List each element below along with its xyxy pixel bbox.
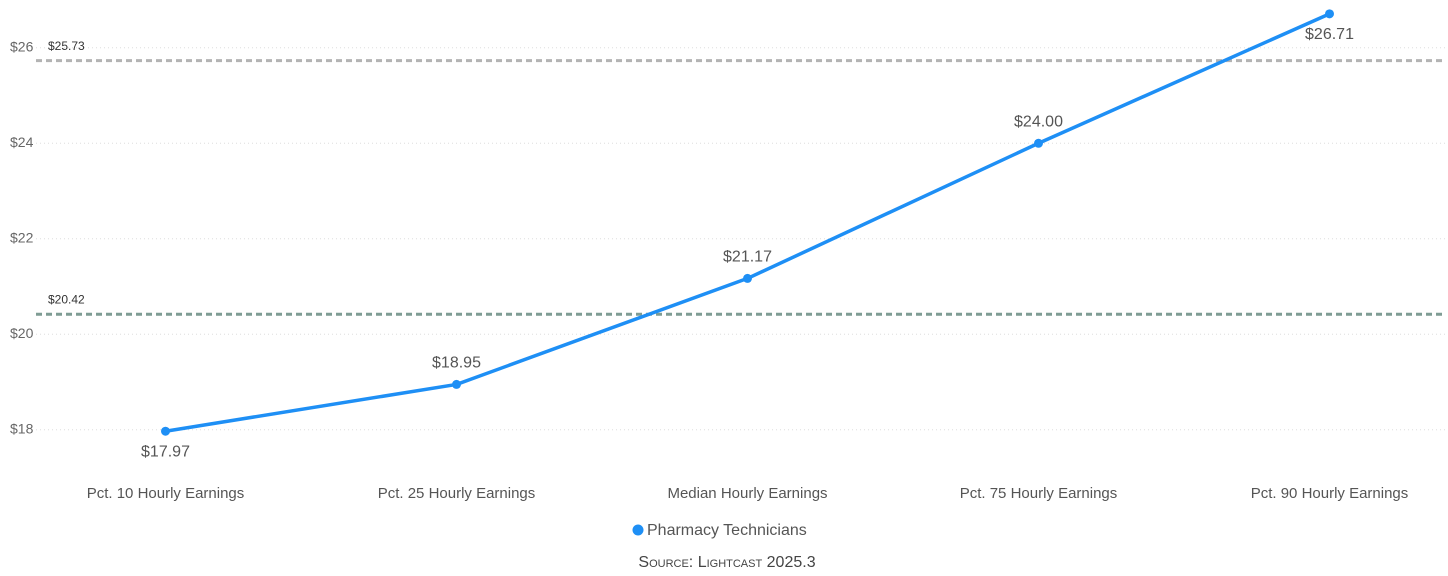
reference-label: $25.73 <box>48 39 85 53</box>
point <box>161 426 170 436</box>
x-tick-label: Pct. 10 Hourly Earnings <box>87 485 245 502</box>
y-tick-label: $20 <box>10 325 34 341</box>
data-label: $21.17 <box>723 249 772 266</box>
legend-label: Pharmacy Technicians <box>647 522 807 539</box>
source: Source: Lightcast 2025.3 <box>638 554 815 571</box>
data-label: $17.97 <box>141 443 190 460</box>
legend-marker <box>632 524 644 536</box>
data-label: $18.95 <box>432 355 481 372</box>
y-tick-label: $22 <box>10 229 34 245</box>
y-tick-label: $24 <box>10 134 34 150</box>
point <box>743 273 752 283</box>
point <box>1034 138 1043 148</box>
x-tick-label: Pct. 25 Hourly Earnings <box>378 485 536 502</box>
reference-label: $20.42 <box>48 292 85 306</box>
x-tick-label: Median Hourly Earnings <box>667 485 827 502</box>
data-label: $26.71 <box>1305 26 1354 43</box>
line <box>165 12 1331 433</box>
y-tick-label: $26 <box>10 38 34 54</box>
point <box>1325 9 1334 19</box>
point <box>452 379 461 389</box>
x-tick-label: Pct. 90 Hourly Earnings <box>1251 485 1409 502</box>
y-tick-label: $18 <box>10 420 34 436</box>
x-tick-label: Pct. 75 Hourly Earnings <box>960 485 1118 502</box>
data-label: $24.00 <box>1014 113 1063 130</box>
